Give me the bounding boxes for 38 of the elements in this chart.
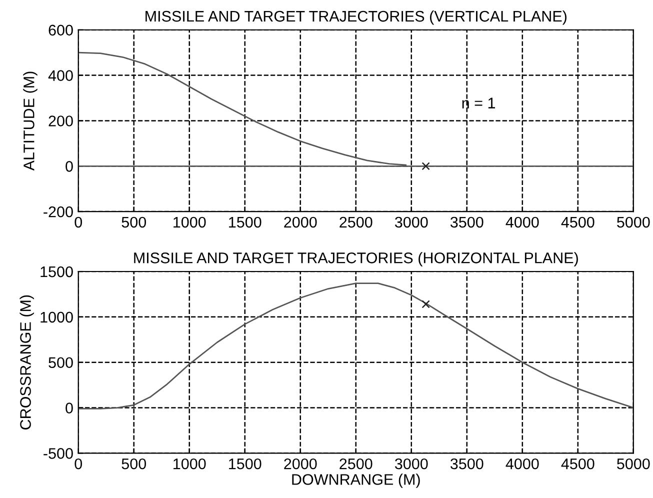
x-tick-label: 1000: [174, 216, 206, 228]
x-tick-label: 0: [74, 458, 82, 470]
x-tick-label: 2000: [284, 216, 317, 228]
x-tick-label: 4000: [506, 458, 539, 470]
y-tick-label: 600: [48, 24, 73, 36]
y-axis-title: ALTITUDE (M): [23, 72, 38, 171]
x-tick-label: 4000: [506, 216, 539, 228]
chart-title: MISSILE AND TARGET TRAJECTORIES (HORIZONTAL PLANE): [134, 252, 578, 266]
x-tick-label: 500: [122, 458, 146, 470]
y-tick-label: 200: [48, 116, 73, 126]
chart-title: MISSILE AND TARGET TRAJECTORIES (VERTICAL PLANE): [146, 10, 566, 25]
y-tick-label: 400: [48, 70, 73, 81]
x-tick-label: 0: [74, 216, 82, 228]
x-tick-label: 2500: [340, 216, 372, 228]
x-tick-label: 4500: [561, 458, 594, 470]
y-tick-label: -500: [44, 448, 73, 459]
x-tick-label: 5000: [617, 458, 650, 470]
y-axis-title: CROSSRANGE (M): [20, 295, 34, 430]
y-tick-label: 1000: [40, 312, 73, 323]
y-tick-label: 0: [66, 402, 73, 414]
x-tick-label: 2500: [340, 458, 372, 470]
x-tick-label: 5000: [617, 216, 650, 228]
x-tick-label: 3000: [394, 216, 428, 228]
y-tick-label: 500: [48, 357, 73, 368]
y-tick-label: 1500: [40, 266, 73, 278]
x-tick-label: 3500: [450, 458, 484, 470]
x-tick-label: 3500: [450, 216, 484, 228]
x-tick-label: 1500: [229, 216, 262, 228]
x-tick-label: 500: [122, 216, 146, 228]
y-tick-label: -200: [44, 206, 73, 218]
x-axis-title: DOWNRANGE (M): [292, 474, 420, 488]
y-tick-label: 0: [66, 161, 73, 172]
x-tick-label: 1500: [229, 458, 262, 470]
x-tick-label: 2000: [284, 458, 317, 470]
x-tick-label: 3000: [394, 458, 428, 470]
x-tick-label: 4500: [561, 216, 594, 228]
x-tick-label: 1000: [174, 458, 206, 470]
annotation: n = 1: [462, 98, 496, 108]
